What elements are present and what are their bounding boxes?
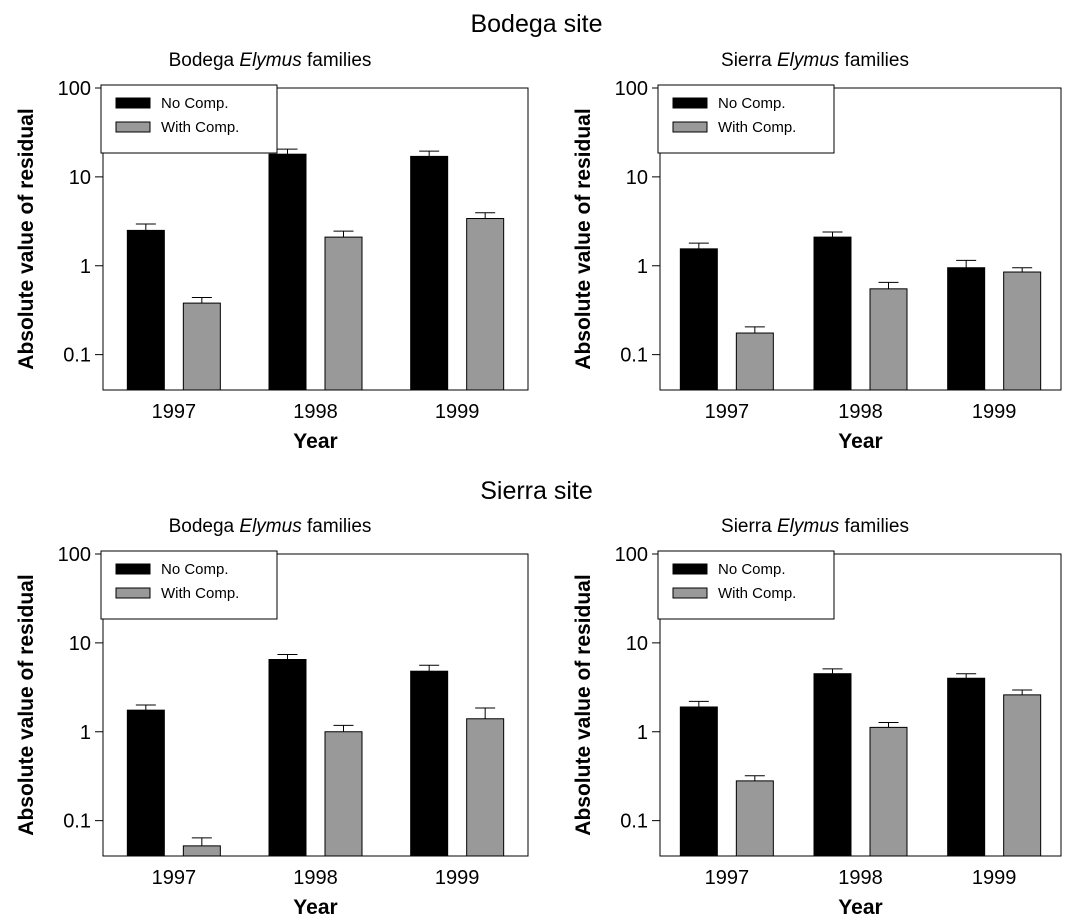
bar xyxy=(324,236,363,391)
x-tick-label: 1999 xyxy=(972,401,1017,423)
bar xyxy=(182,302,221,391)
bar xyxy=(126,229,165,391)
legend-box xyxy=(657,550,835,620)
legend-box xyxy=(100,550,278,620)
plot-frame xyxy=(659,87,1062,391)
y-tick-label: 0.1 xyxy=(620,811,648,833)
bar xyxy=(182,845,221,857)
bar xyxy=(324,731,363,857)
chart-title: Sierra Elymus families xyxy=(721,50,909,71)
bar xyxy=(679,248,718,391)
x-tick-label: 1997 xyxy=(705,401,750,423)
y-tick-label: 0.1 xyxy=(620,345,648,367)
legend-label: No Comp. xyxy=(161,561,229,578)
x-axis-label: Year xyxy=(838,896,882,919)
legend-swatch xyxy=(115,97,151,109)
y-axis-label: Absolute value of residual xyxy=(572,574,595,835)
y-tick-label: 1 xyxy=(80,722,91,744)
plot-frame xyxy=(102,553,529,857)
y-tick-label: 0.1 xyxy=(63,345,91,367)
y-axis-label: Absolute value of residual xyxy=(15,108,38,369)
bar xyxy=(813,236,852,391)
bar xyxy=(466,718,505,857)
x-tick-label: 1997 xyxy=(705,867,750,889)
legend-swatch xyxy=(115,563,151,575)
x-tick-label: 1998 xyxy=(293,401,338,423)
bar xyxy=(679,706,718,857)
x-tick-label: 1998 xyxy=(838,867,883,889)
y-axis-label: Absolute value of residual xyxy=(15,574,38,835)
y-tick-label: 1 xyxy=(637,722,648,744)
legend-box xyxy=(657,84,835,154)
legend-swatch xyxy=(672,97,708,109)
bar xyxy=(268,659,307,857)
x-tick-label: 1999 xyxy=(435,867,480,889)
bar xyxy=(813,673,852,857)
chart-title: Sierra Elymus families xyxy=(721,516,909,537)
plot-frame xyxy=(102,87,529,391)
x-axis-label: Year xyxy=(838,430,882,453)
chart-panel-1: Bodega Elymus families 0.1 1 10 100 Absolute… xyxy=(0,50,540,460)
chart-title: Bodega Elymus families xyxy=(168,516,372,537)
y-tick-label: 10 xyxy=(69,167,91,189)
x-axis-label: Year xyxy=(293,430,337,453)
legend-box xyxy=(100,84,278,154)
legend-label: With Comp. xyxy=(718,585,796,602)
x-tick-label: 1999 xyxy=(972,867,1017,889)
chart-title: Bodega Elymus families xyxy=(168,50,372,71)
x-tick-label: 1998 xyxy=(293,867,338,889)
x-tick-label: 1997 xyxy=(152,867,197,889)
legend-swatch xyxy=(672,587,708,599)
y-axis-label: Absolute value of residual xyxy=(572,108,595,369)
bar xyxy=(735,332,774,391)
y-tick-label: 10 xyxy=(69,633,91,655)
legend-label: No Comp. xyxy=(718,95,786,112)
legend-swatch xyxy=(115,587,151,599)
x-axis-label: Year xyxy=(293,896,337,919)
y-tick-label: 10 xyxy=(626,633,648,655)
x-tick-label: 1999 xyxy=(435,401,480,423)
bar xyxy=(410,155,449,391)
bar xyxy=(869,726,908,857)
x-tick-label: 1997 xyxy=(152,401,197,423)
bar xyxy=(869,288,908,391)
legend-label: With Comp. xyxy=(718,119,796,136)
y-tick-label: 100 xyxy=(615,78,648,100)
chart-svg: 0.1 1 10 100 Absolute value of residual 1997 1… xyxy=(15,78,529,453)
bar xyxy=(410,670,449,857)
legend-label: With Comp. xyxy=(161,119,239,136)
legend-swatch xyxy=(672,563,708,575)
chart-panel-2: Sierra Elymus families 0.1 1 10 100 Absolute… xyxy=(557,50,1073,460)
y-tick-label: 100 xyxy=(58,78,91,100)
bar xyxy=(126,709,165,857)
bar xyxy=(1003,694,1042,857)
legend-label: No Comp. xyxy=(718,561,786,578)
site-title-top: Bodega site xyxy=(470,10,603,38)
y-tick-label: 10 xyxy=(626,167,648,189)
bar xyxy=(268,153,307,391)
x-tick-label: 1998 xyxy=(838,401,883,423)
legend-swatch xyxy=(672,121,708,133)
legend-label: With Comp. xyxy=(161,585,239,602)
legend-label: No Comp. xyxy=(161,95,229,112)
chart-svg: 0.1 1 10 100 Absolute value of residual 1997 1… xyxy=(15,544,529,919)
plot-frame xyxy=(659,553,1062,857)
site-title-bottom: Sierra site xyxy=(480,477,593,505)
bar xyxy=(1003,271,1042,391)
legend-swatch xyxy=(115,121,151,133)
y-tick-label: 1 xyxy=(80,256,91,278)
chart-panel-3: Bodega Elymus families 0.1 1 10 100 Absolute… xyxy=(0,516,540,919)
bar xyxy=(947,267,986,391)
y-tick-label: 0.1 xyxy=(63,811,91,833)
chart-svg: 0.1 1 10 100 Absolute value of residual 1997 1… xyxy=(572,544,1062,919)
bar xyxy=(947,677,986,857)
chart-panel-4: Sierra Elymus families 0.1 1 10 100 Absolute… xyxy=(557,516,1073,919)
y-tick-label: 100 xyxy=(615,544,648,566)
bar xyxy=(466,218,505,391)
bar xyxy=(735,780,774,857)
chart-svg: 0.1 1 10 100 Absolute value of residual 1997 1… xyxy=(572,78,1062,453)
y-tick-label: 100 xyxy=(58,544,91,566)
y-tick-label: 1 xyxy=(637,256,648,278)
